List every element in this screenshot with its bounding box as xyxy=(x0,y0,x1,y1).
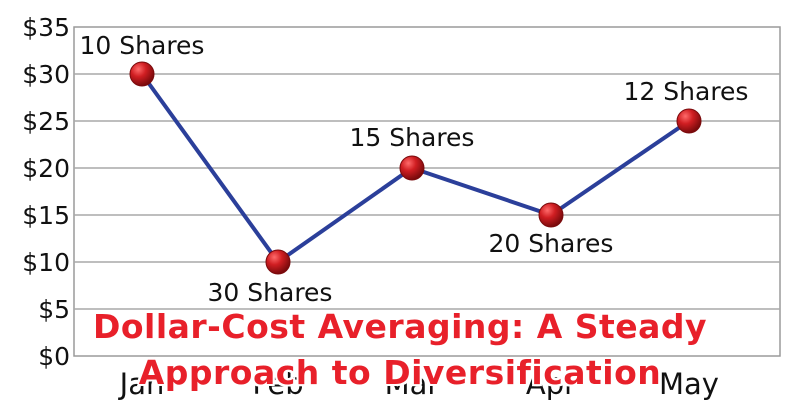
data-point-may xyxy=(676,108,702,134)
data-point-feb xyxy=(265,249,291,275)
x-tick-label-feb: Feb xyxy=(252,367,303,401)
plot-area xyxy=(73,26,781,357)
data-point-jan xyxy=(129,61,155,87)
data-point-mar xyxy=(399,155,425,181)
y-tick-label-7: $35 xyxy=(22,13,70,42)
point-label-feb: 30 Shares xyxy=(208,278,333,307)
y-tick-label-6: $30 xyxy=(22,60,70,89)
y-tick-label-5: $25 xyxy=(22,107,70,136)
y-tick-label-3: $15 xyxy=(22,201,70,230)
x-tick-label-jan: Jan xyxy=(118,367,165,401)
overlay-title-line-2: Approach to Diversification xyxy=(138,353,662,392)
y-tick-label-4: $20 xyxy=(22,154,70,183)
overlay-title-line-1: Dollar-Cost Averaging: A Steady xyxy=(92,307,708,346)
point-label-mar: 15 Shares xyxy=(350,123,475,152)
series-group xyxy=(129,61,702,275)
point-label-jan: 10 Shares xyxy=(80,31,205,60)
y-tick-label-1: $5 xyxy=(38,295,70,324)
x-tick-label-apr: Apr xyxy=(526,367,576,401)
data-point-apr xyxy=(538,202,564,228)
gridlines xyxy=(74,73,780,310)
point-label-apr: 20 Shares xyxy=(489,229,614,258)
x-axis-ticks: Jan Feb Mar Apr May xyxy=(118,367,719,401)
x-tick-label-may: May xyxy=(659,367,719,401)
y-tick-label-0: $0 xyxy=(38,342,70,371)
point-label-may: 12 Shares xyxy=(624,77,749,106)
y-axis-ticks: $0 $5 $10 $15 $20 $25 $30 $35 xyxy=(22,13,70,371)
y-tick-label-2: $10 xyxy=(22,248,70,277)
point-labels: 10 Shares 30 Shares 15 Shares 20 Shares 12 S… xyxy=(80,31,749,307)
x-tick-label-mar: Mar xyxy=(385,367,440,401)
